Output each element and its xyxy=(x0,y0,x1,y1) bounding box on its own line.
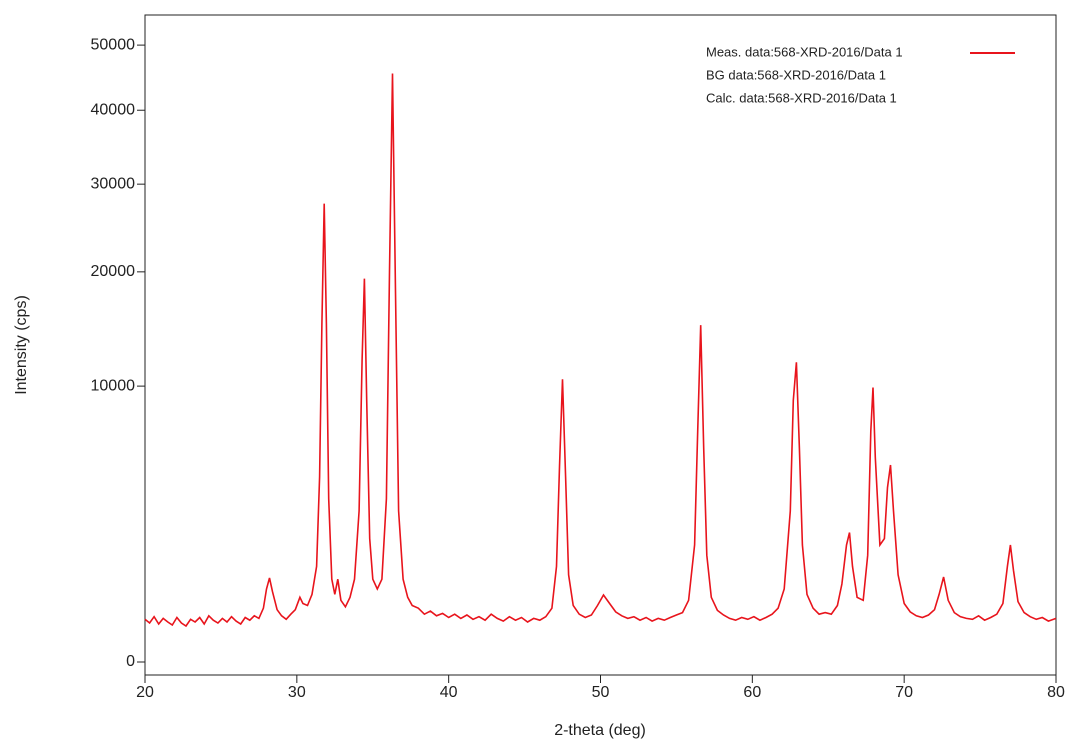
legend-label: BG data:568-XRD-2016/Data 1 xyxy=(706,67,886,82)
y-tick-label: 0 xyxy=(126,653,135,670)
x-tick-label: 60 xyxy=(743,684,761,701)
plot-frame xyxy=(144,14,1057,676)
y-tick-label: 50000 xyxy=(91,36,136,53)
y-tick-label: 40000 xyxy=(91,101,136,118)
x-axis-label: 2-theta (deg) xyxy=(554,722,646,739)
x-tick-label: 50 xyxy=(592,684,610,701)
x-tick-label: 80 xyxy=(1047,684,1065,701)
y-axis-label: Intensity (cps) xyxy=(13,295,30,395)
y-tick-label: 20000 xyxy=(91,263,136,280)
y-tick-label: 10000 xyxy=(91,377,136,394)
y-tick-label: 30000 xyxy=(91,175,136,192)
x-tick-label: 30 xyxy=(288,684,306,701)
legend-label: Calc. data:568-XRD-2016/Data 1 xyxy=(706,90,897,105)
x-tick-label: 40 xyxy=(440,684,458,701)
x-tick-label: 70 xyxy=(895,684,913,701)
data-line xyxy=(144,73,1057,628)
legend-label: Meas. data:568-XRD-2016/Data 1 xyxy=(706,44,903,59)
x-tick-label: 20 xyxy=(136,684,154,701)
